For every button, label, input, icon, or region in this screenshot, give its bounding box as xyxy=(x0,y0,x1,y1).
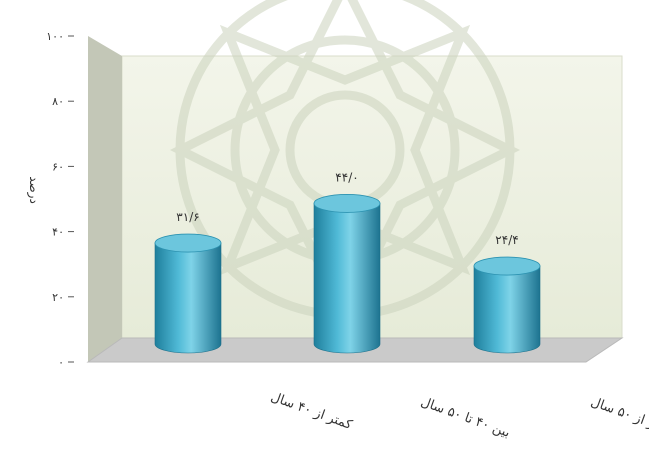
y-tick-label: ۲۰ xyxy=(52,291,64,304)
bar xyxy=(473,256,541,354)
y-axis-label: درصد xyxy=(26,176,41,204)
bar-top xyxy=(313,194,381,213)
data-label: ۴۴/۰ xyxy=(335,170,358,184)
y-tick-label: ۴۰ xyxy=(52,226,64,239)
y-tick-label: ۰ xyxy=(58,356,64,369)
x-axis: کمتر از ۴۰ سال بین ۴۰ تا ۵۰ سال بیشتر از ۵… xyxy=(269,390,649,441)
bar xyxy=(154,233,222,354)
y-tick-label: ۸۰ xyxy=(52,95,64,108)
bars-group: ۳۱/۶ ۴۴/۰ ۲۴/۴ xyxy=(154,170,541,354)
y-axis: ۰ ۲۰ ۴۰ ۶۰ ۸۰ ۱۰۰ xyxy=(46,30,74,369)
side-wall xyxy=(88,36,122,362)
x-tick-label: کمتر از ۴۰ سال xyxy=(269,390,355,434)
bar-top xyxy=(154,233,222,253)
x-tick-label: بیشتر از ۵۰ سال xyxy=(589,395,649,440)
y-tick-label: ۱۰۰ xyxy=(46,30,64,43)
bar-body xyxy=(154,242,222,354)
bar-top xyxy=(473,256,541,276)
y-tick-label: ۶۰ xyxy=(52,160,64,173)
data-label: ۲۴/۴ xyxy=(495,233,518,247)
bar-body xyxy=(313,203,381,354)
bar-body xyxy=(473,265,541,354)
data-label: ۳۱/۶ xyxy=(176,210,199,224)
bar xyxy=(313,194,381,354)
x-tick-label: بین ۴۰ تا ۵۰ سال xyxy=(419,395,512,441)
